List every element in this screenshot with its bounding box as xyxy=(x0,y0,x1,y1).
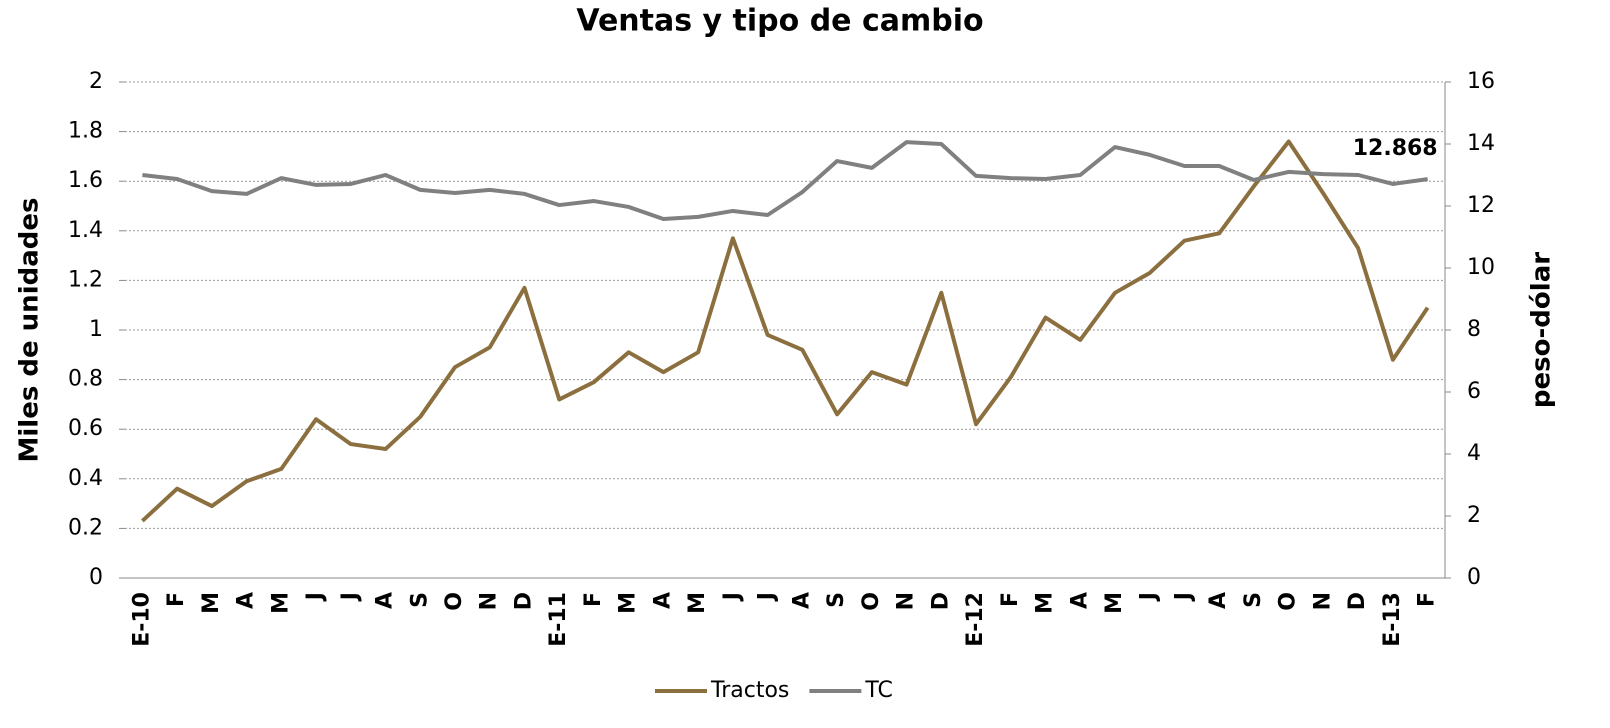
x-tick-label: A xyxy=(373,592,398,609)
x-tick-label: N xyxy=(477,592,502,610)
y-tick-label: 2 xyxy=(89,69,103,94)
y-tick-label: 0.4 xyxy=(68,466,103,491)
x-tick-label: M xyxy=(199,592,224,614)
x-tick-label: O xyxy=(1276,592,1301,611)
x-tick-label: M xyxy=(616,592,641,614)
x-tick-label: D xyxy=(928,592,953,610)
x-tick-label: E-10 xyxy=(129,592,154,647)
y2-tick-label: 12 xyxy=(1467,193,1495,218)
y-tick-label: 0.6 xyxy=(68,416,103,441)
x-tick-label: J xyxy=(1137,592,1162,602)
x-tick-label: S xyxy=(407,592,432,608)
x-tick-label: J xyxy=(1171,592,1196,602)
y2-tick-label: 10 xyxy=(1467,255,1495,280)
y-tick-label: 1 xyxy=(89,317,103,342)
x-tick-label: N xyxy=(1310,592,1335,610)
x-tick-label: D xyxy=(511,592,536,610)
x-tick-label: S xyxy=(1241,592,1266,608)
x-tick-label: F xyxy=(1415,592,1440,607)
x-tick-label: O xyxy=(859,592,884,611)
x-tick-label: O xyxy=(442,592,467,611)
y2-tick-label: 2 xyxy=(1467,503,1481,528)
x-tick-label: N xyxy=(894,592,919,610)
x-tick-label: M xyxy=(1033,592,1058,614)
x-tick-label: A xyxy=(1206,592,1231,609)
y2-axis-title: peso-dólar xyxy=(1527,252,1557,408)
y2-tick-label: 16 xyxy=(1467,69,1495,94)
series-line xyxy=(141,139,1430,523)
x-tick-label: A xyxy=(789,592,814,609)
chart-title: Ventas y tipo de cambio xyxy=(576,4,983,39)
y2-tick-label: 14 xyxy=(1467,131,1495,156)
y2-tick-label: 0 xyxy=(1467,565,1481,590)
x-tick-label: F xyxy=(581,592,606,607)
y-tick-label: 1.6 xyxy=(68,168,103,193)
y-axis-title: Miles de unidades xyxy=(15,198,45,463)
data-label: 12.868 xyxy=(1353,136,1438,161)
legend-label: Tractos xyxy=(710,678,789,703)
x-tick-label: F xyxy=(164,592,189,607)
x-tick-label: A xyxy=(650,592,675,609)
x-tick-label: E-11 xyxy=(546,592,571,647)
x-tick-label: J xyxy=(720,592,745,602)
x-tick-label: M xyxy=(685,592,710,614)
x-tick-label: A xyxy=(234,592,259,609)
series-line xyxy=(142,140,1428,222)
y-tick-label: 0.2 xyxy=(68,515,103,540)
y-tick-label: 0.8 xyxy=(68,367,103,392)
y-tick-label: 1.4 xyxy=(68,218,103,243)
y-tick-label: 1.8 xyxy=(68,119,103,144)
x-tick-label: J xyxy=(338,592,363,602)
y2-tick-label: 4 xyxy=(1467,441,1481,466)
x-tick-label: J xyxy=(755,592,780,602)
x-tick-label: E-13 xyxy=(1380,592,1405,647)
x-tick-label: M xyxy=(1102,592,1127,614)
x-tick-label: S xyxy=(824,592,849,608)
x-tick-label: D xyxy=(1345,592,1370,610)
y2-tick-label: 8 xyxy=(1467,317,1481,342)
x-tick-label: J xyxy=(303,592,328,602)
x-tick-label: A xyxy=(1067,592,1092,609)
x-tick-label: E-12 xyxy=(963,592,988,647)
y-tick-label: 1.2 xyxy=(68,267,103,292)
x-tick-label: M xyxy=(268,592,293,614)
y2-tick-label: 6 xyxy=(1467,379,1481,404)
y-tick-label: 0 xyxy=(89,565,103,590)
legend-label: TC xyxy=(864,678,893,703)
x-tick-label: F xyxy=(998,592,1023,607)
